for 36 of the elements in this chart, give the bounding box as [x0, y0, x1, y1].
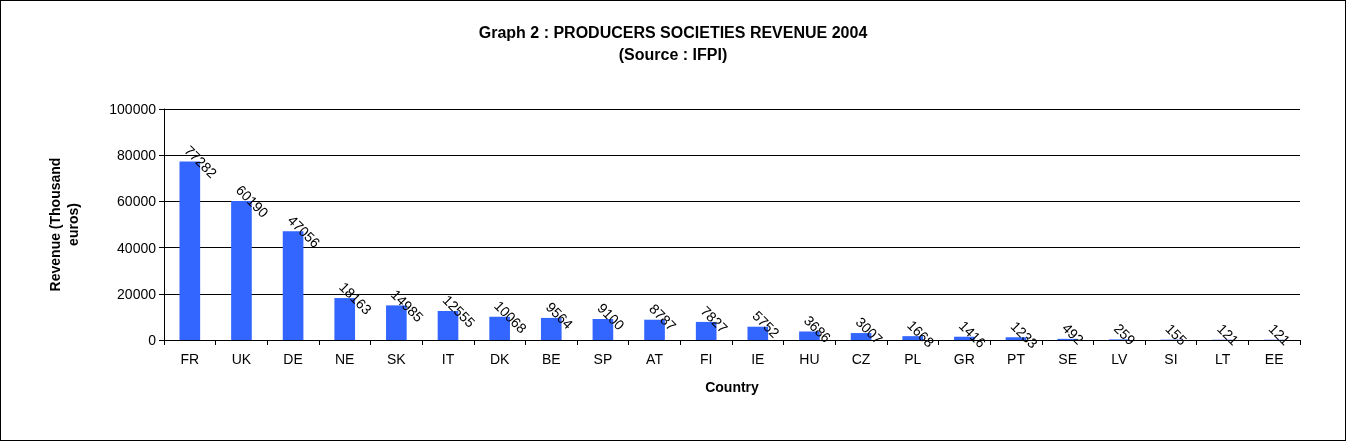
x-tick-label: LT	[1214, 351, 1231, 367]
x-tick-label: FR	[180, 351, 200, 367]
x-tick-label: FI	[699, 351, 713, 367]
x-tick-label: IT	[441, 351, 455, 367]
x-tick-label: EE	[1264, 351, 1284, 367]
x-tick-label: LV	[1111, 351, 1128, 367]
x-tick-label: NE	[335, 351, 355, 367]
data-label: 121	[1214, 320, 1243, 349]
x-tick-label: PT	[1007, 351, 1026, 367]
x-axis-title: Country	[705, 379, 760, 395]
chart-subtitle: (Source : IFPI)	[618, 45, 728, 63]
x-tick-label: SI	[1164, 351, 1178, 367]
y-tick-label: 20000	[117, 285, 157, 302]
data-label: 155	[1162, 320, 1191, 349]
x-tick-label: CZ	[851, 351, 871, 367]
x-tick-label: GR	[953, 351, 975, 367]
x-tick-label: DE	[283, 351, 303, 367]
data-label: 121	[1265, 320, 1294, 349]
y-tick-label: 80000	[117, 147, 157, 164]
x-tick-label: IE	[751, 351, 765, 367]
x-tick-label: BE	[541, 351, 561, 367]
x-tick-label: AT	[646, 351, 664, 367]
y-tick-label: 0	[148, 332, 157, 348]
x-tick-label: SP	[593, 351, 613, 367]
y-tick-label: 40000	[117, 239, 157, 256]
x-tick-label: PL	[904, 351, 922, 367]
y-tick-label: 100000	[109, 101, 157, 117]
x-tick-label: HU	[799, 351, 820, 367]
x-tick-label: SK	[387, 351, 407, 367]
chart-title: Graph 2 : PRODUCERS SOCIETIES REVENUE 2004	[478, 23, 868, 41]
y-tick-label: 60000	[117, 193, 157, 210]
x-tick-label: DK	[489, 351, 511, 367]
y-axis-title: Revenue (Thousand euros)	[47, 157, 81, 292]
data-label: 259	[1110, 320, 1139, 349]
x-tick-label: UK	[231, 351, 252, 367]
x-tick-label: SE	[1058, 351, 1077, 367]
